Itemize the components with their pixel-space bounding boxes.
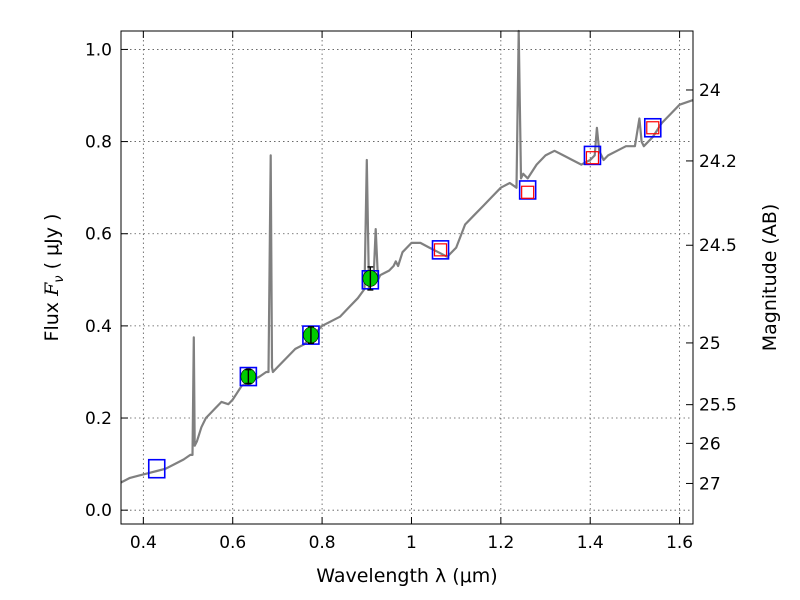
model-box-marker	[302, 325, 320, 345]
x-tick-label: 1.6	[666, 533, 693, 553]
y-tick-label: 0.2	[85, 409, 112, 429]
x-tick-label: 0.6	[219, 533, 246, 553]
y2-tick-label: 24	[699, 81, 721, 101]
y2-tick-label: 25	[699, 334, 721, 354]
y-tick-label: 0.8	[85, 133, 112, 153]
y-axis-label: Flux Fν ( μJy )	[41, 214, 67, 342]
y2-tick-label: 26	[699, 434, 721, 454]
y2-tick-label: 25.5	[699, 396, 737, 416]
marker-series	[147, 117, 662, 479]
model-box-marker	[239, 366, 258, 387]
grid	[121, 31, 693, 524]
model-box-marker	[518, 180, 537, 200]
x-tick-label: 1.2	[487, 533, 514, 553]
x-tick-label: 1.4	[577, 533, 604, 553]
model-box-marker	[583, 145, 602, 166]
model-box-marker	[431, 240, 450, 260]
x-tick-label: 1	[406, 533, 417, 553]
y-axis-label-subscript: ν	[52, 275, 67, 282]
x-tick-label: 0.8	[309, 533, 336, 553]
spectrum-series	[120, 29, 694, 484]
axes-ticks	[121, 31, 693, 524]
plot-area-frame	[120, 30, 694, 525]
x-axis-label: Wavelength λ (μm)	[316, 565, 497, 587]
y2-axis-label: Magnitude (AB)	[759, 204, 781, 352]
predicted-box-marker	[521, 185, 535, 199]
model-box-marker	[643, 117, 662, 138]
y-tick-label: 0.0	[85, 501, 112, 521]
spectrum-line	[120, 29, 694, 484]
predicted-box-marker	[646, 121, 660, 135]
y2-tick-label: 24.5	[699, 236, 737, 256]
y-axis-label-symbol: F	[41, 282, 63, 297]
y-tick-label: 1.0	[85, 40, 112, 60]
y-tick-label: 0.4	[85, 317, 112, 337]
y-axis-label-prefix: Flux	[41, 296, 63, 342]
model-box-marker	[147, 458, 166, 479]
y2-tick-label: 24.2	[699, 152, 737, 172]
x-tick-label: 0.4	[130, 533, 157, 553]
predicted-box-marker	[433, 243, 448, 257]
y-axis-label-unit: ( μJy )	[41, 214, 63, 276]
y2-tick-label: 27	[699, 474, 721, 494]
predicted-box-marker	[585, 151, 600, 165]
y-tick-label: 0.6	[85, 225, 112, 245]
